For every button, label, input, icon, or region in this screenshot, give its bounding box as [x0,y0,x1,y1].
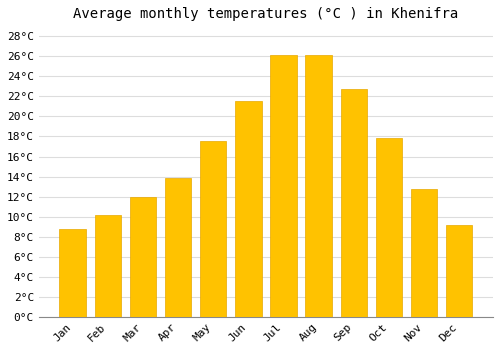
Bar [200,141,226,317]
Bar [446,225,472,317]
Bar [376,139,402,317]
Bar [306,55,332,317]
Bar [411,189,438,317]
Bar [340,89,367,317]
Title: Average monthly temperatures (°C ) in Khenifra: Average monthly temperatures (°C ) in Kh… [74,7,458,21]
Bar [130,197,156,317]
Bar [235,102,262,317]
Bar [60,229,86,317]
Bar [94,215,121,317]
Bar [165,177,191,317]
Bar [270,55,296,317]
